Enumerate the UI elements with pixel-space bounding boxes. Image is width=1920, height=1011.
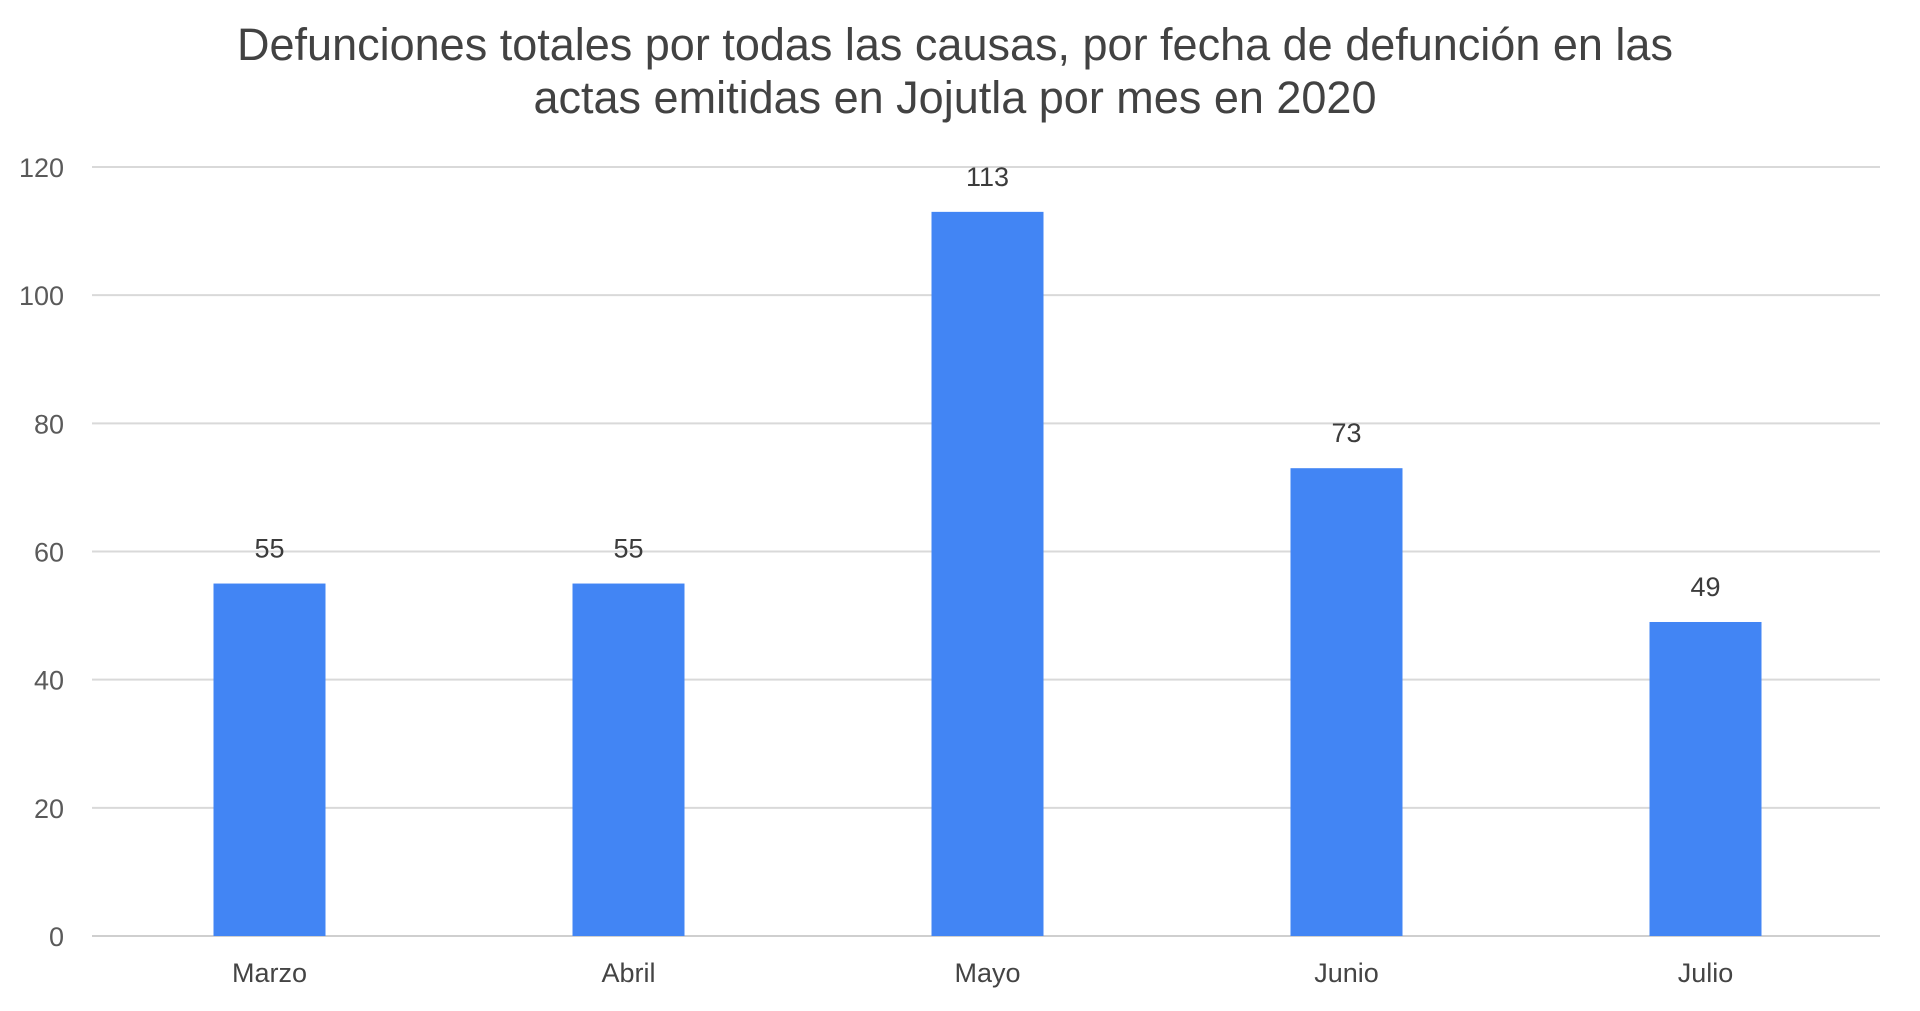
bar-value-label: 55 bbox=[254, 534, 284, 564]
bar bbox=[1649, 621, 1762, 936]
x-category-label: Abril bbox=[601, 958, 655, 988]
x-category-label: Marzo bbox=[232, 958, 307, 988]
y-tick-label: 120 bbox=[19, 153, 64, 183]
y-tick-label: 60 bbox=[34, 538, 64, 568]
bar-value-label: 73 bbox=[1331, 418, 1361, 448]
y-tick-label: 100 bbox=[19, 281, 64, 311]
y-tick-label: 80 bbox=[34, 409, 64, 439]
chart-title-line-2: actas emitidas en Jojutla por mes en 202… bbox=[534, 72, 1377, 123]
bar bbox=[572, 583, 685, 936]
y-tick-label: 0 bbox=[49, 922, 64, 952]
bar bbox=[1290, 468, 1403, 936]
bar-value-label: 113 bbox=[966, 162, 1009, 192]
bar bbox=[931, 211, 1044, 936]
x-category-label: Julio bbox=[1678, 958, 1734, 988]
bar-value-label: 55 bbox=[613, 534, 643, 564]
chart-title-line-1: Defunciones totales por todas las causas… bbox=[237, 19, 1673, 70]
y-tick-label: 40 bbox=[34, 666, 64, 696]
bar-data-labels: 55 55 113 73 49 bbox=[254, 162, 1720, 602]
bars bbox=[213, 211, 1762, 936]
bar bbox=[213, 583, 326, 936]
chart-title: Defunciones totales por todas las causas… bbox=[237, 19, 1673, 123]
x-axis-category-labels: Marzo Abril Mayo Junio Julio bbox=[232, 958, 1733, 988]
y-tick-label: 20 bbox=[34, 794, 64, 824]
x-category-label: Mayo bbox=[954, 958, 1020, 988]
y-axis-tick-labels: 0 20 40 60 80 100 120 bbox=[19, 153, 64, 952]
bar-value-label: 49 bbox=[1690, 572, 1720, 602]
x-category-label: Junio bbox=[1314, 958, 1379, 988]
